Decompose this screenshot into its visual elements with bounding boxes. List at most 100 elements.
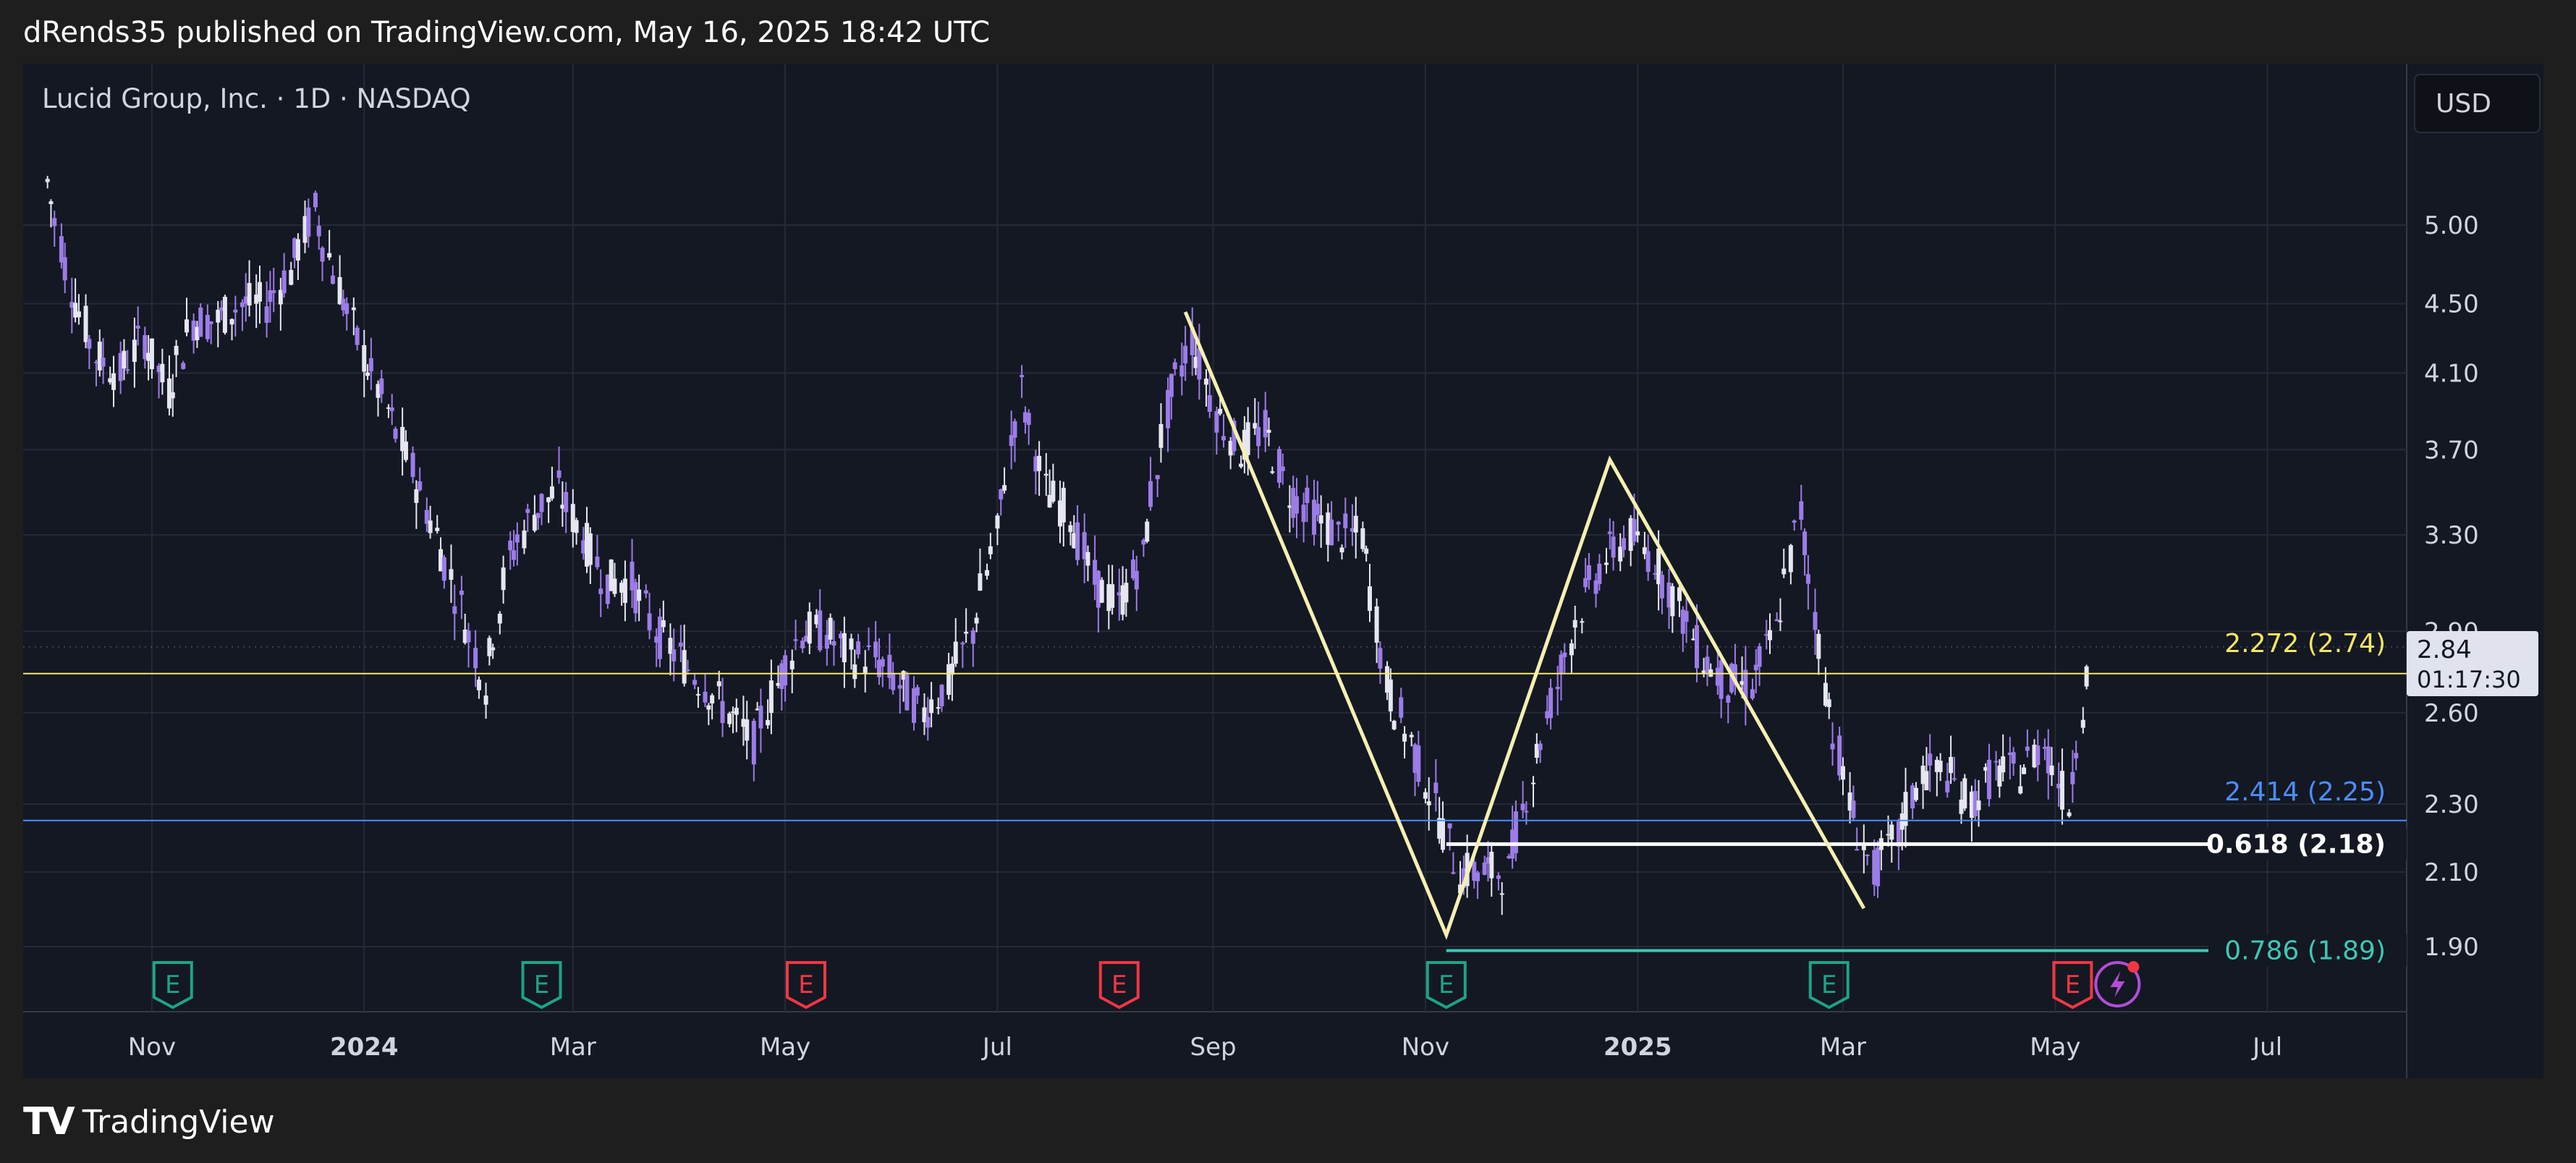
lightning-bolt-icon bbox=[2110, 971, 2125, 997]
candle-body bbox=[1190, 327, 1195, 355]
candle-body bbox=[1726, 695, 1731, 703]
candle-body bbox=[2059, 771, 2064, 810]
earnings-marker-icon bbox=[2052, 961, 2093, 1010]
tradingview-logo[interactable]: TV TradingView bbox=[23, 1100, 275, 1143]
candle-body bbox=[1002, 485, 1007, 491]
candle-body bbox=[570, 504, 575, 533]
candle-body bbox=[1531, 782, 1536, 785]
candle-body bbox=[678, 642, 683, 647]
candle-body bbox=[428, 520, 433, 533]
candle-body bbox=[1719, 660, 1724, 699]
notification-dot-icon bbox=[2127, 961, 2140, 973]
candle-body bbox=[1695, 625, 1700, 669]
candle-body bbox=[1899, 813, 1905, 830]
candle-body bbox=[637, 589, 642, 601]
candle-body bbox=[268, 290, 273, 303]
candle-body bbox=[2056, 783, 2062, 789]
earnings-marker-icon bbox=[521, 961, 562, 1010]
candle-body bbox=[1318, 515, 1323, 524]
candle-body bbox=[351, 307, 356, 310]
candle-body bbox=[605, 575, 610, 604]
candle-body bbox=[108, 378, 113, 383]
candlestick-chart[interactable]: Nov 2024 Mar May Jul Sep Nov 2025 Mar May Jul 5.00 4… bbox=[23, 64, 2543, 1078]
candle-body bbox=[1242, 429, 1247, 460]
fib-label-bg bbox=[2208, 934, 2407, 967]
candle-body bbox=[1287, 505, 1292, 508]
candle-body bbox=[1416, 745, 1421, 782]
candle-body bbox=[1043, 473, 1048, 476]
candle-body bbox=[122, 350, 127, 369]
candle-body bbox=[1499, 893, 1504, 895]
candle-body bbox=[1096, 570, 1101, 608]
candle-body bbox=[831, 640, 836, 646]
fib-level-label: 0.786 (1.89) bbox=[2224, 936, 2386, 965]
candle-body bbox=[1155, 475, 1160, 480]
candle-body bbox=[1440, 819, 1445, 850]
candle-body bbox=[1607, 531, 1612, 534]
candle-body bbox=[1889, 824, 1894, 840]
candle-body bbox=[1572, 619, 1577, 628]
candle-body bbox=[93, 361, 98, 363]
candle-body bbox=[595, 557, 600, 567]
candle-body bbox=[1461, 868, 1466, 888]
candle-body bbox=[1611, 536, 1616, 558]
candle-body bbox=[449, 569, 454, 580]
x-tick-label: Nov bbox=[128, 1033, 176, 1062]
candle-body bbox=[1423, 792, 1428, 799]
candle-body bbox=[452, 606, 457, 614]
candle-body bbox=[925, 716, 931, 728]
candle-body bbox=[1545, 711, 1550, 719]
candle-body bbox=[876, 659, 881, 677]
candle-body bbox=[1997, 765, 2002, 787]
candle-body bbox=[1169, 373, 1174, 397]
candle-body bbox=[1197, 347, 1202, 380]
candle-body bbox=[1068, 525, 1073, 533]
candle-body bbox=[2011, 752, 2016, 764]
candle-body bbox=[1106, 584, 1111, 612]
candle-body bbox=[535, 512, 541, 518]
x-tick-label: 2024 bbox=[330, 1033, 399, 1062]
candle-body bbox=[1120, 585, 1125, 615]
candle-body bbox=[856, 641, 861, 655]
candle-body bbox=[852, 664, 857, 680]
candle-body bbox=[1976, 800, 1981, 811]
candle-body bbox=[1110, 584, 1115, 608]
candle-body bbox=[863, 667, 868, 674]
candle-body bbox=[1301, 504, 1306, 523]
candle-body bbox=[800, 640, 805, 648]
candle-body bbox=[1691, 638, 1696, 640]
candle-body bbox=[438, 549, 444, 572]
candle-body bbox=[166, 378, 171, 409]
candle-body bbox=[1130, 559, 1135, 579]
y-tick-label: 2.30 bbox=[2424, 790, 2479, 819]
candle-body bbox=[264, 306, 269, 323]
candle-body bbox=[1559, 654, 1564, 674]
candle-body bbox=[111, 373, 116, 390]
candle-body bbox=[1924, 771, 1929, 791]
candle-body bbox=[964, 631, 969, 634]
candle-body bbox=[101, 358, 106, 367]
candle-body bbox=[1983, 766, 1988, 771]
candle-body bbox=[1061, 488, 1066, 523]
y-tick-label: 4.10 bbox=[2424, 359, 2479, 388]
candle-body bbox=[647, 613, 652, 630]
candle-body bbox=[622, 578, 627, 604]
candle-body bbox=[1830, 743, 1835, 750]
candle-body bbox=[1938, 761, 1943, 772]
candle-body bbox=[904, 674, 910, 711]
candle-body bbox=[1350, 528, 1355, 532]
currency-button[interactable]: USD bbox=[2414, 74, 2541, 133]
candle-body bbox=[922, 707, 927, 722]
candle-body bbox=[1374, 606, 1379, 643]
y-tick-label: 2.10 bbox=[2424, 858, 2479, 887]
candle-body bbox=[1861, 842, 1866, 850]
candle-body bbox=[1580, 621, 1585, 623]
candle-body bbox=[1740, 681, 1745, 685]
candle-body bbox=[181, 363, 186, 369]
earnings-marker-label: E bbox=[534, 970, 549, 999]
candle-body bbox=[1962, 778, 1967, 809]
candle-body bbox=[344, 303, 349, 314]
candle-body bbox=[710, 695, 715, 703]
candle-body bbox=[766, 719, 771, 726]
candle-body bbox=[243, 296, 248, 304]
